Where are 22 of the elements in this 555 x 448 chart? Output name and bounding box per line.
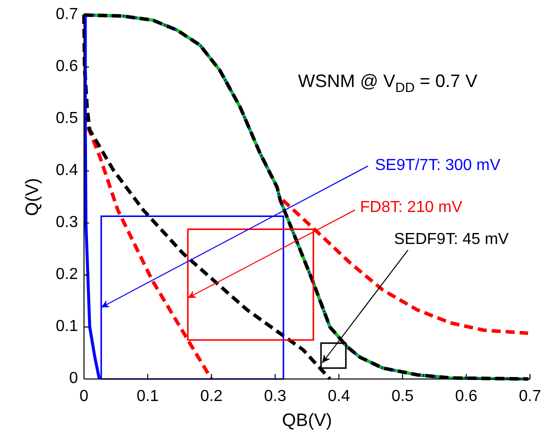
annotation: SEDF9T: 45 mV	[394, 231, 510, 248]
x-tick-label: 0.6	[455, 388, 478, 405]
annotation: SE9T/7T: 300 mV	[375, 157, 501, 174]
x-tick-label: 0.3	[264, 388, 286, 405]
x-tick-label: 0.7	[518, 388, 542, 405]
y-tick-label: 0.4	[56, 162, 78, 180]
y-tick-label: 0.7	[56, 6, 78, 24]
x-tick-label: 0.5	[391, 388, 414, 405]
annotation: FD8T: 210 mV	[360, 199, 463, 216]
x-tick-label: 0	[80, 388, 89, 405]
x-tick-label: 0.1	[136, 388, 159, 405]
y-tick-label: 0.5	[56, 110, 78, 128]
y-axis-title: Q(V)	[22, 178, 42, 216]
y-tick-label: 0.6	[56, 58, 78, 76]
y-tick-label: 0.3	[56, 214, 78, 232]
x-axis-title: QB(V)	[282, 410, 332, 430]
y-tick-label: 0	[69, 370, 78, 388]
x-tick-label: 0.4	[328, 388, 350, 405]
text: WSNM @ V$_{DD}$ = 0.7 V	[298, 71, 478, 95]
y-tick-label: 0.1	[56, 318, 78, 336]
y-tick-label: 0.2	[56, 266, 78, 284]
x-tick-label: 0.2	[200, 388, 223, 405]
